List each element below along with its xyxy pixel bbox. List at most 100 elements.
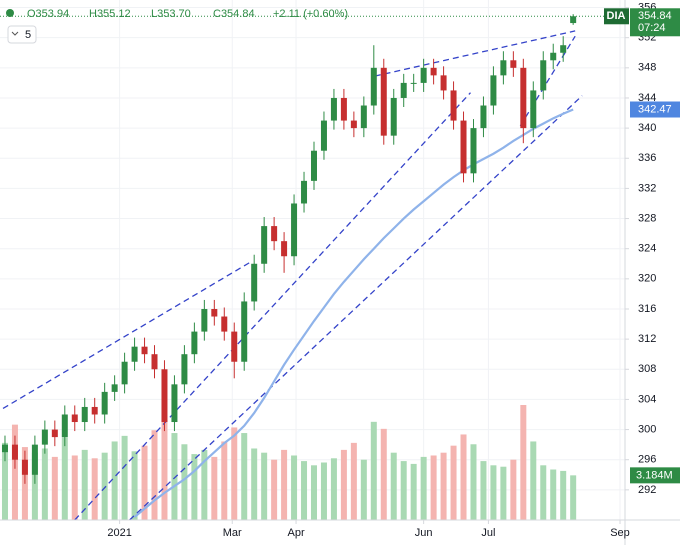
y-tick-label: 300 (638, 423, 656, 435)
y-tick-label: 332 (638, 182, 656, 194)
candle-body (570, 16, 577, 24)
volume-bar (231, 427, 238, 520)
candle-body (550, 52, 557, 61)
volume-bar (31, 452, 38, 520)
interval-label[interactable]: 5 (25, 29, 31, 41)
candle-body (271, 226, 278, 242)
candle-body (390, 97, 397, 136)
volume-bar (201, 449, 208, 520)
candle-body (231, 331, 238, 362)
candle-body (131, 346, 138, 362)
volume-bar (540, 465, 547, 520)
candle-body (211, 308, 218, 317)
candle-body (540, 60, 547, 91)
y-tick-label: 312 (638, 333, 656, 345)
trend-line (2, 261, 251, 410)
plot-area (0, 14, 625, 520)
volume-bar (360, 459, 367, 520)
volume-bar (1, 442, 8, 520)
candle-body (281, 241, 288, 257)
candle-body (41, 429, 48, 445)
interval-button[interactable] (7, 25, 37, 44)
volume-bar (480, 461, 487, 520)
volume-bar (450, 445, 457, 520)
volume-tag-label: 3.184M (636, 469, 673, 481)
candle-body (71, 414, 78, 423)
candle-body (410, 82, 417, 84)
header: O353.94 H355.12 L353.70 C354.84 +2.11 (+… (6, 8, 348, 44)
volume-bar (320, 462, 327, 520)
candle-body (261, 226, 268, 264)
x-tick-label: Mar (223, 527, 242, 539)
volume-bar (111, 441, 118, 520)
status-dot (6, 9, 14, 17)
trend-line (519, 35, 576, 127)
candle-body (81, 406, 88, 423)
grid (0, 0, 625, 520)
volume-bar (141, 445, 148, 520)
high-label: H355.12 (89, 8, 131, 20)
volume-bar (91, 458, 98, 520)
close-label: C354.84 (213, 8, 255, 20)
candle-body (101, 391, 108, 415)
candle-body (460, 120, 467, 174)
candle-body (31, 444, 38, 475)
candle-body (61, 414, 68, 438)
y-tick-label: 292 (638, 484, 656, 496)
candle-body (360, 105, 367, 129)
change-label: +2.11 (+0.60%) (273, 8, 348, 20)
y-tick-label: 320 (638, 273, 656, 285)
volume-bar (350, 442, 357, 520)
candle-body (161, 369, 168, 423)
candle-body (380, 67, 387, 136)
candle-body (310, 150, 317, 181)
y-tick-label: 348 (638, 62, 656, 74)
volume-bar (161, 420, 168, 520)
candle-body (51, 429, 58, 438)
y-tick-label: 340 (638, 122, 656, 134)
candle-body (301, 180, 308, 204)
axes: 292 296 300 304 308 312 316 320 324 328 332 336 340 3… (107, 1, 680, 539)
candle-body (121, 361, 128, 385)
candle-body (111, 384, 118, 392)
volume-bar (430, 455, 437, 520)
x-tick-label: Sep (610, 527, 630, 539)
candle-body (320, 120, 327, 151)
candle-body (350, 120, 357, 129)
y-tick-label: 308 (638, 363, 656, 375)
candle-body (201, 308, 208, 332)
candle-body (191, 331, 198, 355)
ma-tag-label: 342.47 (638, 103, 672, 115)
candle-body (510, 60, 517, 68)
candle-body (151, 354, 158, 370)
volume-bar (420, 456, 427, 520)
x-tick-label: 2021 (107, 527, 131, 539)
candle-body (91, 406, 98, 415)
trend-line (129, 95, 583, 520)
candle-body (560, 45, 567, 53)
volume-bar (470, 444, 477, 520)
volume-bar (61, 437, 68, 520)
candle-body (500, 60, 507, 76)
moving-average-line (133, 108, 574, 518)
candle-body (520, 67, 527, 129)
volume-bar (560, 470, 567, 520)
volume-bar (390, 452, 397, 520)
x-tick-label: Apr (287, 527, 304, 539)
volume-bar (370, 421, 377, 520)
volume-bar (101, 452, 108, 520)
volume-bar (550, 469, 557, 520)
volume-bar (530, 441, 537, 520)
trend-line (374, 30, 576, 77)
candle-body (340, 97, 347, 121)
candle-body (11, 444, 18, 460)
volume-bar (380, 428, 387, 520)
symbol-tag (604, 8, 629, 25)
candle-body (440, 75, 447, 91)
candle-body (470, 128, 477, 174)
candle-body (181, 354, 188, 385)
candle-body (420, 67, 427, 83)
candle-body (450, 90, 457, 121)
